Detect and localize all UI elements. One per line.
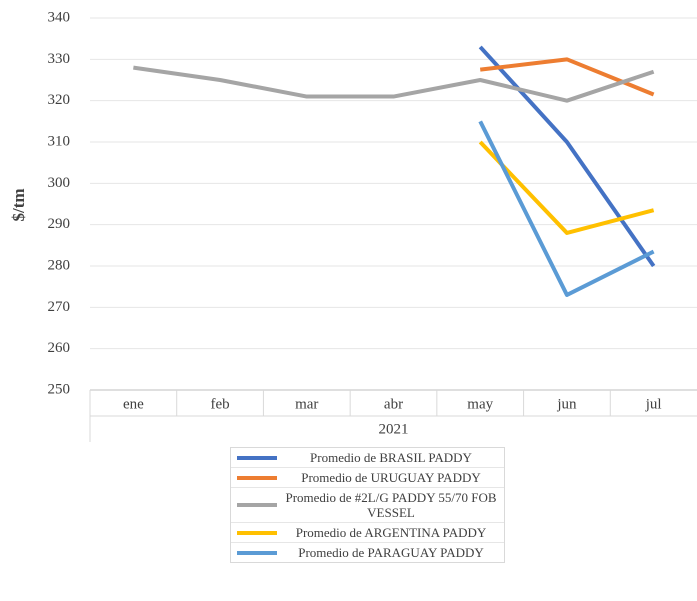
y-tick-label: 320	[48, 92, 71, 108]
y-tick-label: 310	[48, 133, 71, 149]
y-tick-label: 260	[48, 340, 71, 356]
x-tick-label: feb	[210, 396, 229, 412]
legend-entry: Promedio de #2L/G PADDY 55/70 FOB VESSEL	[231, 488, 504, 523]
y-tick-label: 290	[48, 216, 71, 232]
x-tick-label: ene	[123, 396, 144, 412]
y-tick-label: 340	[48, 9, 71, 25]
x-tick-label: jul	[645, 396, 662, 412]
x-group-label: 2021	[379, 421, 409, 437]
y-tick-label: 270	[48, 299, 71, 315]
series-line	[133, 65, 655, 103]
legend-entry: Promedio de BRASIL PADDY	[231, 448, 504, 468]
legend-label: Promedio de PARAGUAY PADDY	[298, 545, 484, 560]
x-tick-label: mar	[295, 396, 318, 412]
legend-label: Promedio de #2L/G PADDY 55/70 FOB VESSEL	[285, 490, 497, 520]
x-tick-label: jun	[556, 396, 577, 412]
y-tick-label: 250	[48, 381, 71, 397]
legend-swatch	[237, 503, 277, 507]
x-tick-label: abr	[384, 396, 403, 412]
legend-label: Promedio de BRASIL PADDY	[310, 450, 472, 465]
legend-entry: Promedio de PARAGUAY PADDY	[231, 543, 504, 562]
legend-label: Promedio de URUGUAY PADDY	[301, 470, 481, 485]
y-axis-label: $/tm	[9, 188, 28, 221]
series-line	[478, 120, 655, 297]
y-tick-label: 330	[48, 51, 71, 67]
x-tick-label: may	[467, 396, 493, 412]
legend-swatch	[237, 530, 277, 535]
y-tick-label: 280	[48, 257, 71, 273]
legend-swatch	[237, 550, 277, 555]
series-line	[478, 45, 656, 268]
legend-swatch	[237, 475, 277, 480]
y-tick-label: 300	[48, 175, 71, 191]
legend-swatch	[237, 455, 277, 460]
legend-entry: Promedio de URUGUAY PADDY	[231, 468, 504, 488]
series-line	[478, 140, 655, 235]
legend: Promedio de BRASIL PADDY Promedio de URUG…	[230, 447, 505, 563]
legend-entry: Promedio de ARGENTINA PADDY	[231, 523, 504, 543]
legend-label: Promedio de ARGENTINA PADDY	[295, 525, 487, 540]
